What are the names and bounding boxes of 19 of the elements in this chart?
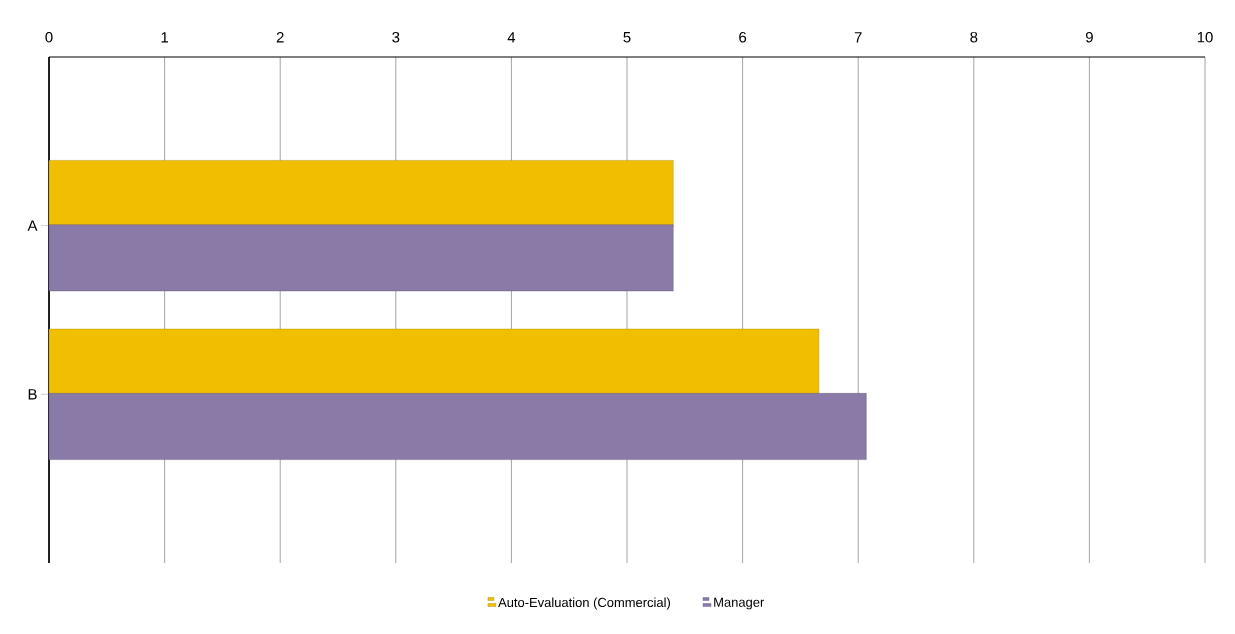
x-tick-label: 1 [161,32,169,43]
x-tick-label: 9 [1085,31,1093,43]
bar [48,160,674,227]
x-tick-label: 7 [854,32,862,43]
x-tick-label: 3 [392,31,400,43]
x-tick-label: 5 [623,32,631,43]
y-tick-label: A [27,220,38,231]
x-tick-label: 2 [276,32,284,43]
legend-label: Auto-Evaluation (Commercial) [498,597,670,610]
bar [48,224,674,292]
x-tick-label: 10 [1197,31,1213,43]
bar [48,393,867,460]
x-tick-label: 0 [45,31,53,43]
bar [48,328,820,396]
x-tick-label: 8 [970,31,978,43]
x-tick-label: 4 [507,32,516,43]
legend-label: Manager [714,597,765,610]
x-tick-label: 6 [739,31,747,43]
y-tick-label: B [28,389,37,400]
